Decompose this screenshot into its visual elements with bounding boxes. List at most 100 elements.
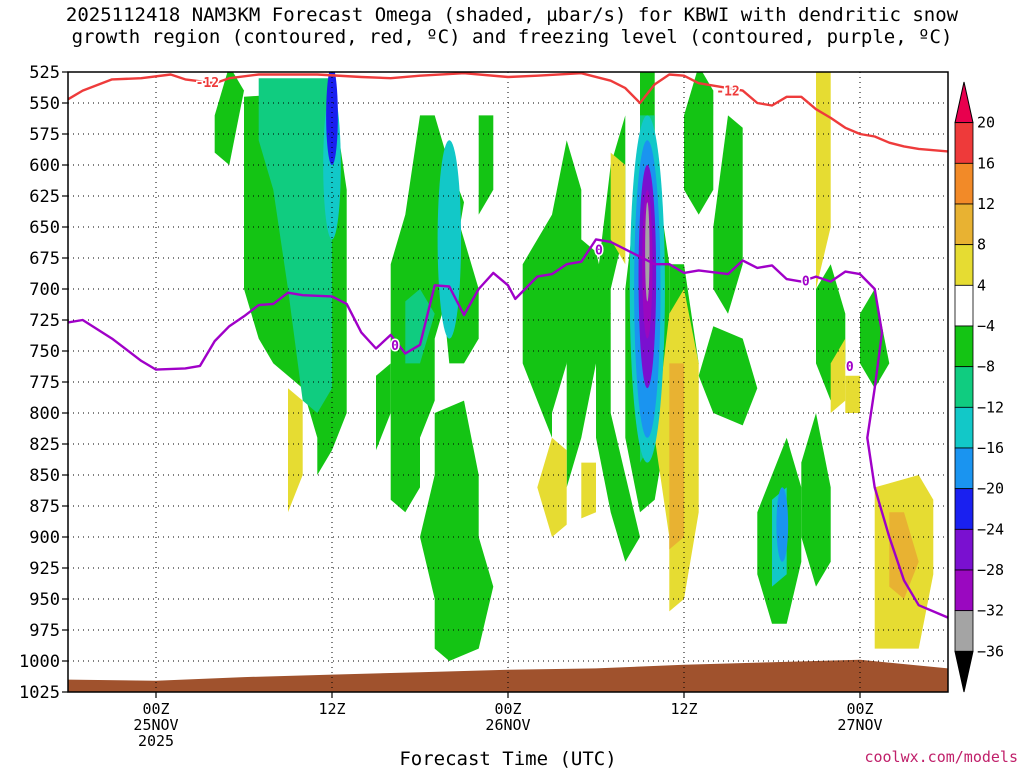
omega-region-7 bbox=[420, 400, 494, 661]
colorbar-seg-7 bbox=[954, 366, 974, 408]
surface-terrain bbox=[68, 659, 948, 692]
colorbar-seg-4 bbox=[954, 244, 974, 286]
colorbar-bottom-arrow bbox=[954, 650, 974, 693]
omega-region-9 bbox=[522, 140, 582, 438]
omega-region-27 bbox=[669, 363, 684, 550]
omega-region-1 bbox=[258, 78, 332, 413]
y-tick-label-625: 625 bbox=[29, 187, 60, 207]
colorbar-top-arrow bbox=[954, 81, 974, 124]
colorbar-seg-1 bbox=[954, 122, 974, 164]
omega-core-8 bbox=[776, 487, 789, 562]
colorbar-seg-10 bbox=[954, 488, 974, 530]
omega-region-29 bbox=[889, 512, 919, 599]
y-tick-label-775: 775 bbox=[29, 373, 60, 393]
dendritic-contour-line bbox=[68, 72, 948, 153]
freezing-contour-label-2: 0 bbox=[802, 274, 810, 289]
omega-region-22 bbox=[860, 289, 890, 389]
omega-region-8 bbox=[478, 115, 494, 215]
omega-region-20 bbox=[801, 413, 831, 587]
y-tick-label-850: 850 bbox=[29, 466, 60, 486]
omega-region-23 bbox=[288, 388, 303, 513]
chart-title-line1: 2025112418 NAM3KM Forecast Omega (shaded… bbox=[65, 4, 959, 26]
plot-area: -12 -12 0 0 0 0 bbox=[68, 72, 948, 692]
colorbar-seg-5 bbox=[954, 284, 974, 327]
omega-region-30 bbox=[816, 72, 831, 289]
colorbar-seg-11 bbox=[954, 528, 974, 571]
colorbar-label-11: −28 bbox=[977, 561, 1004, 579]
colorbar-seg-12 bbox=[954, 569, 974, 612]
y-tick-label-975: 975 bbox=[29, 621, 60, 641]
omega-region-16 bbox=[713, 115, 743, 314]
omega-core-1 bbox=[326, 72, 338, 165]
omega-region-31 bbox=[845, 375, 860, 413]
omega-core-7 bbox=[645, 202, 650, 302]
x-tick-label-30-0: 00Z bbox=[494, 700, 521, 718]
y-tick-label-675: 675 bbox=[29, 249, 60, 269]
colorbar-label-5: −4 bbox=[977, 317, 995, 335]
y-tick-label-550: 550 bbox=[29, 94, 60, 114]
colorbar-label-12: −32 bbox=[977, 602, 1004, 620]
omega-region-11 bbox=[596, 115, 640, 562]
y-tick-label-825: 825 bbox=[29, 435, 60, 455]
x-tick-label-6-0: 00Z bbox=[142, 700, 169, 718]
y-tick-label-575: 575 bbox=[29, 125, 60, 145]
x-tick-label-6-1: 25NOV bbox=[133, 716, 178, 734]
x-tick-label-54-1: 27NOV bbox=[837, 716, 882, 734]
colorbar-label-10: −24 bbox=[977, 520, 1004, 538]
colorbar-label-1: 16 bbox=[977, 154, 995, 172]
colorbar-label-9: −20 bbox=[977, 480, 1004, 498]
freezing-contour-label-1: 0 bbox=[595, 243, 603, 258]
omega-core-2 bbox=[437, 140, 462, 339]
colorbar-seg-2 bbox=[954, 162, 974, 205]
y-tick-label-725: 725 bbox=[29, 311, 60, 331]
colorbar-seg-6 bbox=[954, 325, 974, 368]
omega-region-4 bbox=[405, 289, 435, 364]
colorbar-label-7: −12 bbox=[977, 398, 1004, 416]
x-tick-label-54-0: 00Z bbox=[846, 700, 873, 718]
colorbar-label-6: −8 bbox=[977, 358, 995, 376]
freezing-contour-label-0: 0 bbox=[391, 339, 399, 354]
colorbar-seg-13 bbox=[954, 610, 974, 652]
colorbar-label-4: 4 bbox=[977, 276, 986, 294]
x-tick-label-42-0: 12Z bbox=[670, 700, 697, 718]
y-tick-label-1025: 1025 bbox=[19, 683, 60, 703]
omega-region-32 bbox=[610, 152, 626, 265]
y-tick-label-950: 950 bbox=[29, 590, 60, 610]
y-tick-label-800: 800 bbox=[29, 404, 60, 424]
colorbar-label-8: −16 bbox=[977, 439, 1004, 457]
omega-region-17 bbox=[698, 326, 758, 426]
colorbar-seg-8 bbox=[954, 406, 974, 449]
y-tick-label-600: 600 bbox=[29, 156, 60, 176]
y-tick-label-900: 900 bbox=[29, 528, 60, 548]
dendritic-contour-label-0: -12 bbox=[196, 76, 219, 91]
y-tick-label-750: 750 bbox=[29, 342, 60, 362]
freezing-contour-line bbox=[68, 238, 948, 619]
y-tick-label-875: 875 bbox=[29, 497, 60, 517]
colorbar-label-2: 12 bbox=[977, 195, 995, 213]
omega-region-33 bbox=[830, 338, 846, 413]
y-tick-label-700: 700 bbox=[29, 280, 60, 300]
colorbar-label-3: 8 bbox=[977, 236, 986, 254]
credit-link[interactable]: coolwx.com/models bbox=[864, 748, 1018, 766]
y-tick-label-650: 650 bbox=[29, 218, 60, 238]
chart-title-line2: growth region (contoured, red, ºC) and f… bbox=[71, 26, 953, 48]
omega-region-2 bbox=[214, 72, 244, 165]
x-tick-label-6-2: 2025 bbox=[138, 732, 174, 750]
omega-region-25 bbox=[581, 462, 596, 519]
y-tick-label-1000: 1000 bbox=[19, 652, 60, 672]
dendritic-contour-label-1: -12 bbox=[716, 85, 739, 100]
freezing-contour-label-3: 0 bbox=[846, 360, 854, 375]
colorbar-seg-9 bbox=[954, 447, 974, 490]
colorbar-seg-3 bbox=[954, 203, 974, 246]
omega-region-15 bbox=[684, 72, 714, 215]
omega-region-24 bbox=[537, 437, 567, 537]
x-tick-label-18-0: 12Z bbox=[318, 700, 345, 718]
colorbar-label-13: −36 bbox=[977, 642, 1004, 660]
y-tick-label-925: 925 bbox=[29, 559, 60, 579]
colorbar-label-0: 20 bbox=[977, 114, 995, 132]
omega-region-5 bbox=[376, 363, 391, 451]
y-tick-label-525: 525 bbox=[29, 63, 60, 83]
x-axis-label: Forecast Time (UTC) bbox=[399, 748, 616, 768]
x-tick-label-30-1: 26NOV bbox=[485, 716, 530, 734]
